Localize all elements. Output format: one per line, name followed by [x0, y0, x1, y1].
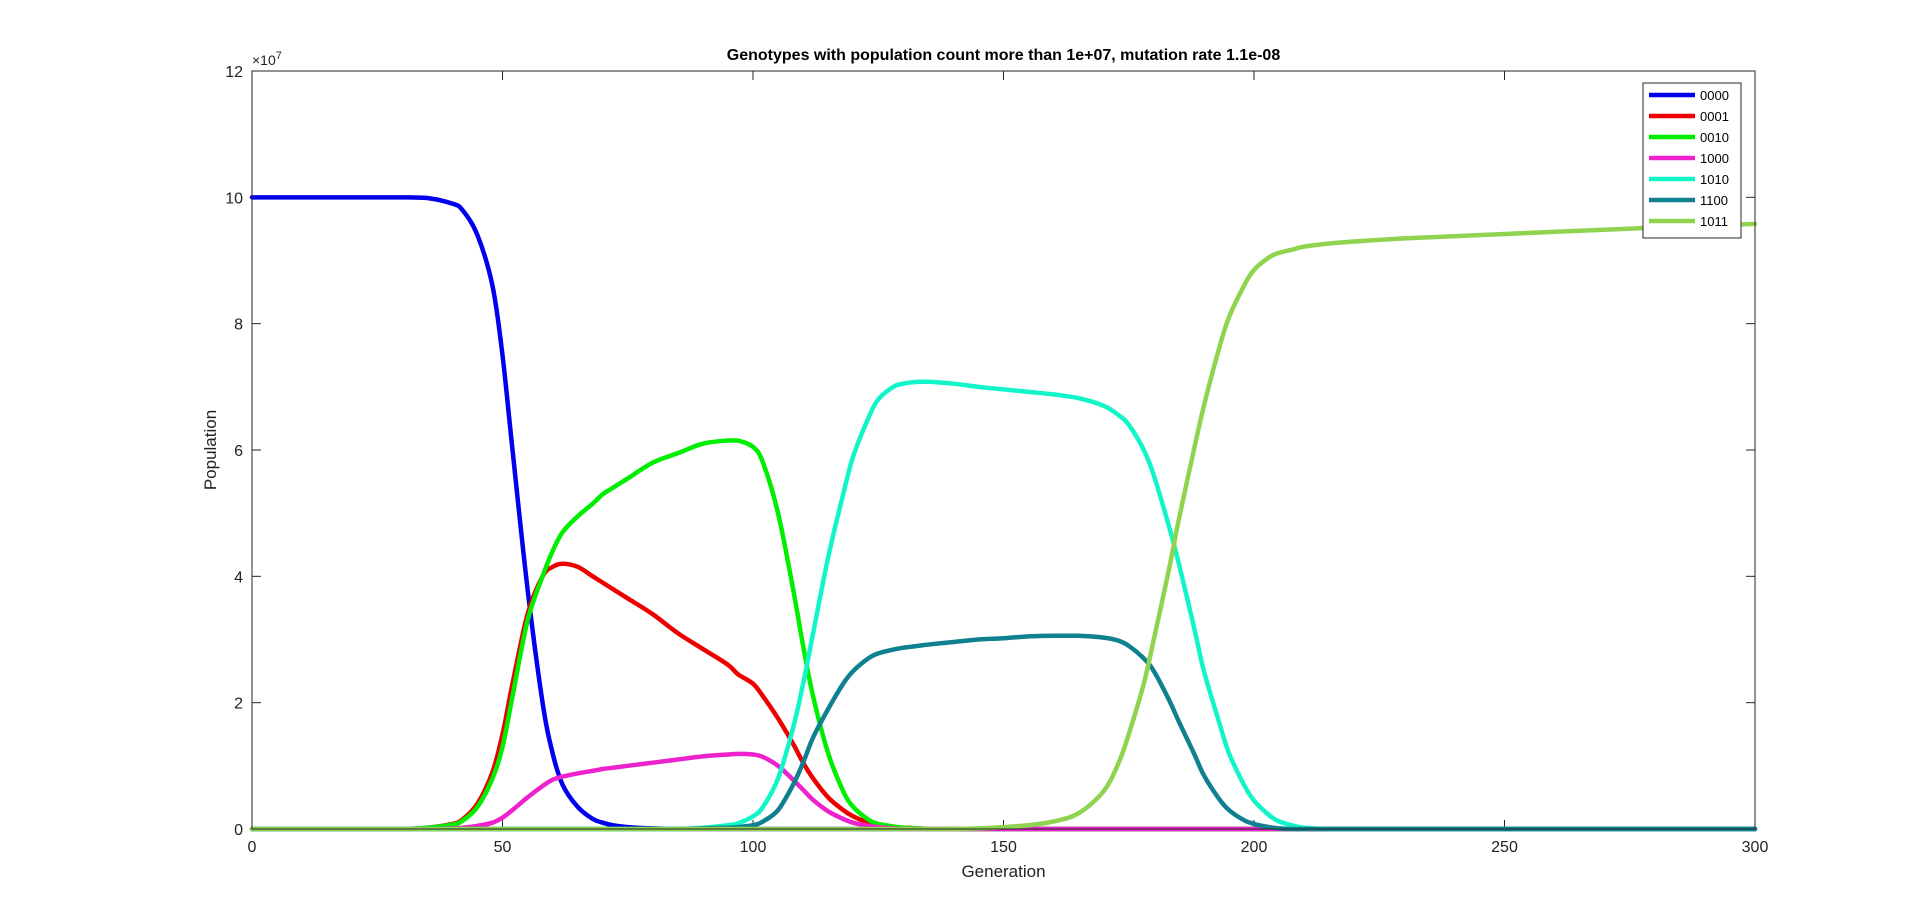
x-tick-label: 50: [494, 839, 512, 856]
legend-box: [1642, 82, 1742, 239]
y-tick-label: 0: [234, 822, 243, 839]
x-tick-label: 300: [1742, 839, 1769, 856]
legend-label: 1100: [1700, 193, 1728, 208]
x-tick-label: 0: [248, 839, 257, 856]
legend-label: 0010: [1700, 130, 1729, 145]
legend-label: 1000: [1700, 151, 1729, 166]
legend-item-0000[interactable]: 0000: [1649, 88, 1729, 103]
y-tick-label: 4: [234, 569, 243, 586]
x-tick-label: 100: [740, 839, 767, 856]
chart-title: Genotypes with population count more tha…: [727, 47, 1281, 64]
y-axis-exponent-base: ×10: [252, 52, 276, 68]
legend-label: 1011: [1700, 214, 1728, 229]
legend-label: 0001: [1700, 109, 1729, 124]
x-tick-label: 150: [990, 839, 1017, 856]
plot-frame: [251, 70, 1756, 830]
x-axis-label: Generation: [961, 862, 1045, 881]
y-tick-label: 6: [234, 443, 243, 460]
y-axis-exponent: ×107: [252, 50, 282, 68]
legend-item-1100[interactable]: 1100: [1649, 193, 1728, 208]
y-axis-exponent-power: 7: [276, 50, 282, 62]
legend-label: 1010: [1700, 172, 1729, 187]
y-tick-label: 2: [234, 696, 243, 713]
legend[interactable]: 0000 0001 0010 1000 1010 1100 1011: [1642, 82, 1742, 239]
y-tick-label: 10: [225, 190, 243, 207]
legend-item-1000[interactable]: 1000: [1649, 151, 1729, 166]
legend-item-0001[interactable]: 0001: [1649, 109, 1729, 124]
legend-label: 0000: [1700, 88, 1729, 103]
legend-item-1011[interactable]: 1011: [1649, 214, 1728, 229]
y-tick-label: 12: [225, 64, 243, 81]
legend-item-1010[interactable]: 1010: [1649, 172, 1729, 187]
y-axis-label: Population: [201, 410, 220, 490]
x-tick-label: 200: [1241, 839, 1268, 856]
x-tick-label: 250: [1491, 839, 1518, 856]
y-tick-label: 8: [234, 317, 243, 334]
legend-item-0010[interactable]: 0010: [1649, 130, 1729, 145]
